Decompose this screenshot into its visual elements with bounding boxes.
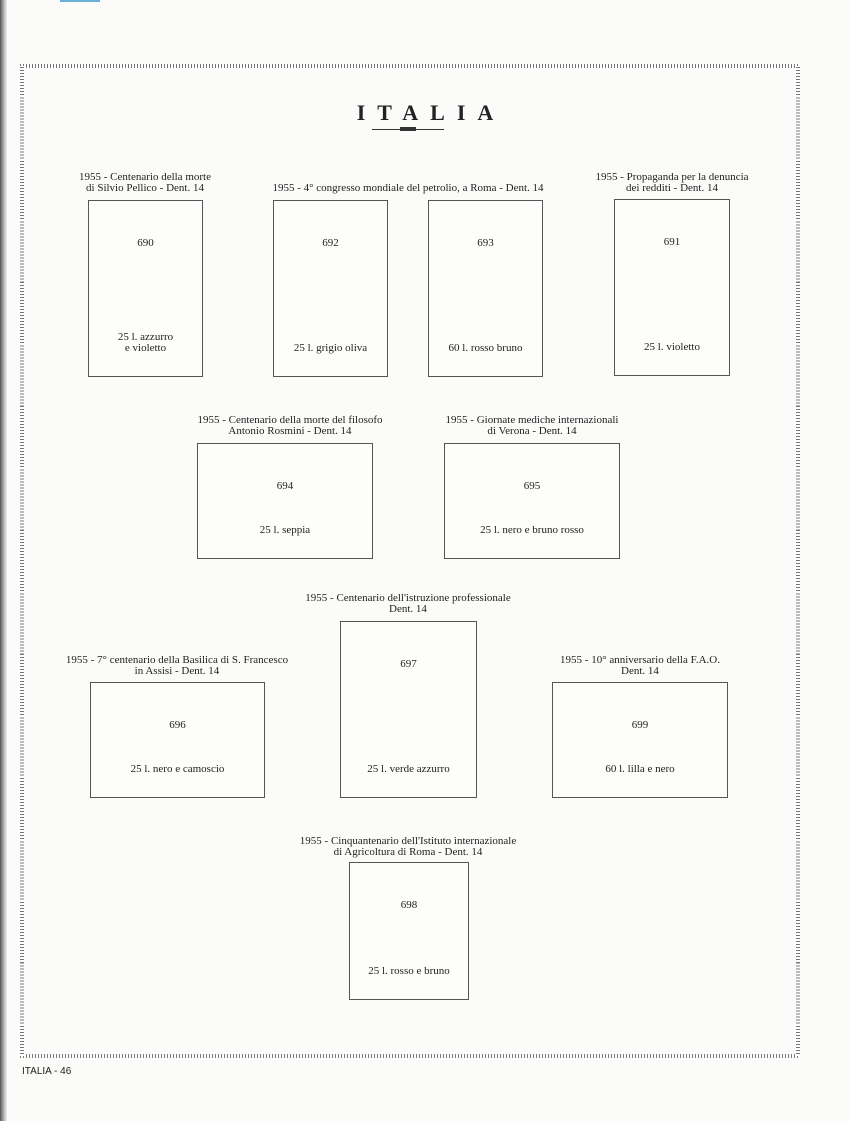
stamp-slot: 698 25 l. rosso e bruno: [349, 862, 469, 1000]
stamp-slot: 696 25 l. nero e camoscio: [90, 682, 265, 798]
stamp-value-line: 60 l. lilla e nero: [605, 763, 675, 775]
page-title: ITALIA: [356, 100, 506, 125]
stamp-value: 25 l. nero e bruno rosso: [445, 525, 619, 536]
scan-mark: [60, 0, 100, 2]
stamp-value-line: 25 l. verde azzurro: [367, 763, 450, 775]
stamp-slot: 692 25 l. grigio oliva: [273, 200, 388, 377]
stamp-slot: 691 25 l. violetto: [614, 199, 730, 376]
caption-line: 1955 - Cinquantenario dell'Istituto inte…: [299, 835, 517, 847]
stamp-catalog-number: 691: [663, 236, 681, 248]
caption-line: 1955 - Propaganda per la denuncia: [595, 171, 749, 183]
caption-line: in Assisi - Dent. 14: [134, 665, 220, 677]
stamp-issue-caption: 1955 - 10° anniversario della F.A.O. Dent…: [560, 655, 720, 677]
stamp-catalog-number: 697: [400, 658, 417, 670]
page-number: ITALIA - 46: [22, 1066, 72, 1077]
caption-line: di Agricoltura di Roma - Dent. 14: [333, 846, 483, 858]
stamp-slot: 697 25 l. verde azzurro: [340, 621, 477, 798]
stamp-value: 25 l. grigio oliva: [274, 343, 387, 354]
stamp-issue-caption: 1955 - Centenario dell'istruzione profes…: [305, 593, 510, 615]
stamp-value-line: 25 l. rosso e bruno: [368, 965, 450, 977]
stamp-value-line: 25 l. nero e bruno rosso: [480, 524, 584, 536]
stamp-slot: 699 60 l. lilla e nero: [552, 682, 728, 798]
stamp-issue-caption: 1955 - 4° congresso mondiale del petroli…: [272, 183, 543, 194]
stamp-slot: 695 25 l. nero e bruno rosso: [444, 443, 620, 559]
title-ornament: [372, 127, 444, 131]
stamp-catalog-number: 693: [477, 237, 494, 249]
stamp-issue-caption: 1955 - 7° centenario della Basilica di S…: [66, 655, 288, 677]
stamp-value: 25 l. verde azzurro: [341, 764, 476, 775]
stamp-slot: 693 60 l. rosso bruno: [428, 200, 543, 377]
stamp-catalog-number: 696: [169, 719, 186, 731]
stamp-value-line: 25 l. grigio oliva: [293, 342, 368, 354]
stamp-issue-caption: 1955 - Propaganda per la denuncia dei red…: [595, 172, 748, 194]
stamp-value: 25 l. rosso e bruno: [350, 966, 468, 977]
caption-line: di Silvio Pellico - Dent. 14: [86, 182, 204, 194]
caption-line: 1955 - Centenario della morte del filoso…: [197, 414, 383, 426]
stamp-value: 25 l. nero e camoscio: [91, 764, 264, 775]
stamp-value: 60 l. rosso bruno: [429, 343, 542, 354]
stamp-value-line: 25 l. violetto: [644, 341, 700, 353]
caption-line: 1955 - 4° congresso mondiale del petroli…: [272, 182, 544, 194]
caption-line: 1955 - Giornate mediche internazionali: [445, 414, 619, 426]
page-edge: [0, 0, 7, 1121]
caption-line: dei redditi - Dent. 14: [626, 182, 718, 194]
stamp-value-line: 25 l. azzurro: [117, 331, 174, 343]
stamp-slot: 694 25 l. seppia: [197, 443, 373, 559]
stamp-issue-caption: 1955 - Centenario della morte del filoso…: [197, 415, 382, 437]
stamp-issue-caption: 1955 - Giornate mediche internazionali di…: [446, 415, 619, 437]
stamp-catalog-number: 695: [523, 480, 541, 492]
stamp-issue-caption: 1955 - Cinquantenario dell'Istituto inte…: [300, 836, 516, 858]
stamp-catalog-number: 690: [137, 237, 154, 249]
caption-line: Dent. 14: [621, 665, 659, 677]
caption-line: Dent. 14: [389, 603, 427, 615]
stamp-catalog-number: 699: [631, 719, 649, 731]
stamp-value: 25 l. violetto: [615, 342, 729, 353]
stamp-issue-caption: 1955 - Centenario della morte di Silvio P…: [79, 172, 211, 194]
caption-line: Antonio Rosmini - Dent. 14: [228, 425, 352, 437]
caption-line: 1955 - Centenario dell'istruzione profes…: [305, 592, 511, 604]
stamp-value-line: 60 l. rosso bruno: [448, 342, 523, 354]
stamp-catalog-number: 694: [276, 480, 294, 492]
caption-line: 1955 - 7° centenario della Basilica di S…: [65, 654, 289, 666]
stamp-value-line: 25 l. seppia: [259, 524, 311, 536]
stamp-value: 25 l. seppia: [198, 525, 372, 536]
stamp-catalog-number: 698: [400, 899, 418, 911]
stamp-value-line: e violetto: [124, 342, 167, 354]
caption-line: 1955 - 10° anniversario della F.A.O.: [560, 654, 720, 666]
stamp-slot: 690 25 l. azzurro e violetto: [88, 200, 203, 377]
stamp-value: 25 l. azzurro e violetto: [89, 332, 202, 354]
caption-line: di Verona - Dent. 14: [487, 425, 577, 437]
stamp-value: 60 l. lilla e nero: [553, 764, 727, 775]
caption-line: 1955 - Centenario della morte: [79, 171, 211, 183]
stamp-catalog-number: 692: [322, 237, 339, 249]
stamp-value-line: 25 l. nero e camoscio: [130, 763, 225, 775]
